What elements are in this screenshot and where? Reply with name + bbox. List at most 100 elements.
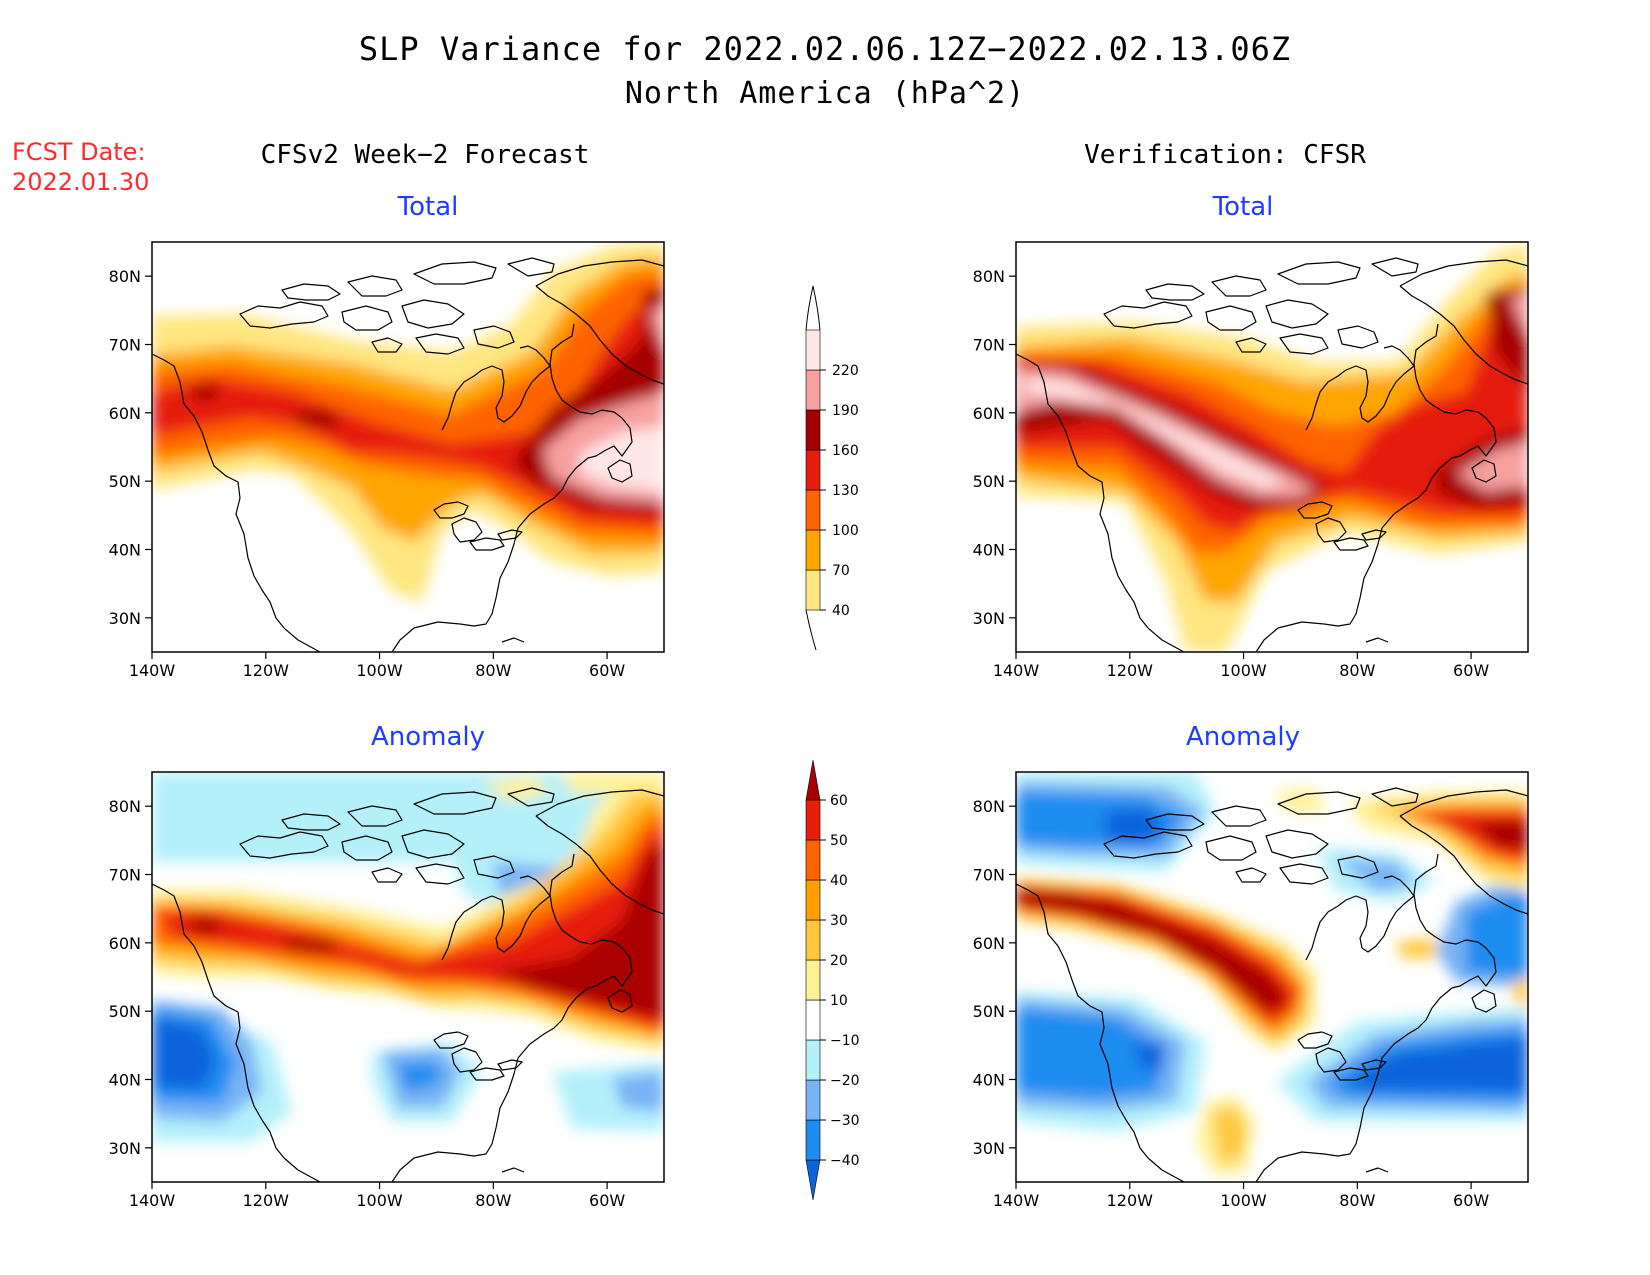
anomaly-colorbar-swatch [805, 919, 821, 961]
forecast-anomaly-lat-label: 30N [109, 1139, 141, 1158]
verification-anomaly-lat-label: 60N [973, 934, 1005, 953]
anomaly-colorbar-swatch [805, 839, 821, 881]
verification-total-frame [1015, 241, 1529, 653]
anomaly-colorbar-label: 40 [830, 873, 848, 889]
forecast-total-lat-label: 50N [109, 472, 141, 491]
fcst-date-label: FCST Date: [12, 138, 146, 166]
anomaly-colorbar-label: −40 [830, 1153, 860, 1169]
forecast-total-title: Total [397, 192, 459, 222]
verification-anomaly-lon-label: 140W [993, 1191, 1040, 1210]
total-colorbar-top-arrow-edge [812, 285, 821, 331]
total-colorbar-swatch [805, 449, 821, 491]
forecast-anomaly-frame [151, 771, 665, 1183]
forecast-total-lat-label: 80N [109, 267, 141, 286]
anomaly-colorbar-label: −10 [830, 1033, 860, 1049]
anomaly-colorbar-label: 10 [830, 993, 848, 1009]
verification-total-lat-label: 50N [973, 472, 1005, 491]
total-colorbar-label: 220 [832, 363, 859, 379]
forecast-total-frame [151, 241, 665, 653]
anomaly-colorbar-swatch [805, 999, 821, 1041]
forecast-total-lat-label: 30N [109, 609, 141, 628]
verification-total-lat-label: 60N [973, 404, 1005, 423]
forecast-total-lat-label: 60N [109, 404, 141, 423]
anomaly-colorbar-label: −20 [830, 1073, 860, 1089]
verification-total-map [1016, 242, 1528, 652]
forecast-anomaly-lat-label: 60N [109, 934, 141, 953]
total-colorbar-swatch [805, 329, 821, 371]
forecast-total-lon-label: 80W [475, 661, 511, 680]
verification-anomaly-lon-label: 100W [1220, 1191, 1267, 1210]
anomaly-colorbar-bottom-arrow [805, 1159, 821, 1201]
verification-anomaly-map [1016, 772, 1528, 1182]
total-colorbar-label: 70 [832, 563, 850, 579]
forecast-anomaly-lon-label: 60W [589, 1191, 625, 1210]
total-colorbar-swatch [805, 529, 821, 571]
total-colorbar-swatch [805, 489, 821, 531]
total-colorbar: 40 70 100 130 160 190 220 [805, 285, 859, 651]
anomaly-colorbar-label: 30 [830, 913, 848, 929]
verification-total-title: Total [1212, 192, 1274, 222]
forecast-total-map [152, 242, 664, 652]
forecast-column-title: CFSv2 Week−2 Forecast [260, 140, 590, 170]
total-colorbar-swatch [805, 409, 821, 451]
forecast-total-lon-label: 100W [356, 661, 403, 680]
verification-anomaly-lat-label: 40N [973, 1071, 1005, 1090]
forecast-anomaly-lon-label: 80W [475, 1191, 511, 1210]
forecast-anomaly-lat-label: 40N [109, 1071, 141, 1090]
forecast-anomaly-lat-label: 50N [109, 1002, 141, 1021]
verification-total-lon-label: 100W [1220, 661, 1267, 680]
forecast-anomaly-lon-label: 120W [243, 1191, 290, 1210]
total-colorbar-top-arrow [805, 285, 814, 331]
verification-anomaly-lat-label: 70N [973, 866, 1005, 885]
verification-total-lat-label: 30N [973, 609, 1005, 628]
verification-anomaly-lat-label: 50N [973, 1002, 1005, 1021]
forecast-total-lon-label: 120W [243, 661, 290, 680]
verification-anomaly-lat-label: 30N [973, 1139, 1005, 1158]
total-colorbar-label: 130 [832, 483, 859, 499]
forecast-anomaly-lat-label: 80N [109, 797, 141, 816]
main-subtitle: North America (hPa^2) [624, 76, 1026, 111]
forecast-total-lat-label: 40N [109, 541, 141, 560]
verification-total-lon-label: 60W [1453, 661, 1489, 680]
anomaly-colorbar-swatch [805, 799, 821, 841]
forecast-total-lon-label: 140W [129, 661, 176, 680]
verification-anomaly-frame [1015, 771, 1529, 1183]
forecast-anomaly-lon-label: 140W [129, 1191, 176, 1210]
anomaly-colorbar-top-arrow [805, 759, 821, 801]
forecast-anomaly-map [152, 772, 664, 1182]
total-colorbar-bottom-arrow [805, 609, 817, 651]
fcst-date-value: 2022.01.30 [12, 168, 150, 196]
total-colorbar-label: 40 [832, 603, 850, 619]
forecast-total-lon-label: 60W [589, 661, 625, 680]
verification-total-lat-label: 40N [973, 541, 1005, 560]
anomaly-colorbar-label: −30 [830, 1113, 860, 1129]
verification-anomaly-lon-label: 80W [1339, 1191, 1375, 1210]
anomaly-colorbar-swatch [805, 959, 821, 1001]
anomaly-colorbar-label: 20 [830, 953, 848, 969]
forecast-total-lat-label: 70N [109, 336, 141, 355]
anomaly-colorbar-label: 60 [830, 793, 848, 809]
verification-anomaly-lon-label: 120W [1107, 1191, 1154, 1210]
total-colorbar-label: 190 [832, 403, 859, 419]
total-colorbar-swatch [805, 369, 821, 411]
forecast-anomaly-title: Anomaly [370, 722, 486, 752]
verification-column-title: Verification: CFSR [1084, 140, 1366, 170]
forecast-anomaly-lat-label: 70N [109, 866, 141, 885]
verification-total-lon-label: 80W [1339, 661, 1375, 680]
forecast-anomaly-lon-label: 100W [356, 1191, 403, 1210]
verification-total-lon-label: 120W [1107, 661, 1154, 680]
total-colorbar-label: 100 [832, 523, 859, 539]
total-colorbar-swatch [805, 569, 821, 611]
anomaly-colorbar: −40 −30 −20 −10 10 20 30 40 50 60 [805, 759, 860, 1201]
total-colorbar-label: 160 [832, 443, 859, 459]
anomaly-colorbar-label: 50 [830, 833, 848, 849]
anomaly-colorbar-swatch [805, 879, 821, 921]
anomaly-colorbar-swatch [805, 1119, 821, 1161]
verification-anomaly-lon-label: 60W [1453, 1191, 1489, 1210]
verification-total-lon-label: 140W [993, 661, 1040, 680]
anomaly-colorbar-swatch [805, 1039, 821, 1081]
axes-layer: 30N 40N 50N 60N 70N 80N 140W 120W 100W 80W 60W 30N 4… [109, 267, 1490, 1210]
anomaly-colorbar-swatch [805, 1079, 821, 1121]
verification-total-lat-label: 70N [973, 336, 1005, 355]
